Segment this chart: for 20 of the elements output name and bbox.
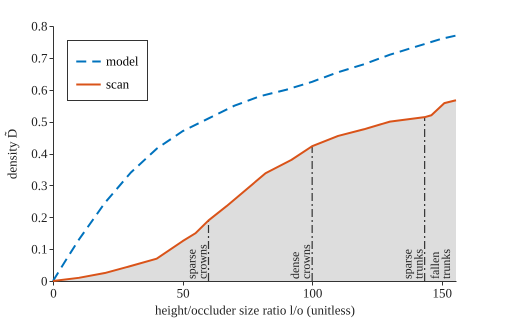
x-tick-label: 150 [432, 286, 452, 300]
x-tick-label: 100 [302, 286, 322, 300]
ref-line-label: sparse crowns [184, 244, 210, 279]
y-tick-label: 0 [41, 274, 48, 288]
ref-line-label: dense crowns [288, 244, 314, 279]
y-tick-label: 0.8 [31, 18, 48, 34]
y-tick-label: 0.3 [31, 178, 48, 193]
ref-line-label: sparse trunks [400, 248, 426, 279]
legend-label: scan [106, 76, 130, 92]
y-tick-label: 0.7 [31, 50, 48, 66]
y-axis-title: density D̃ [4, 128, 20, 180]
y-tick-label: 0.1 [31, 242, 48, 257]
x-axis-title: height/occluder size ratio l/o (unitless) [155, 302, 355, 318]
y-tick-label: 0.5 [31, 114, 48, 130]
x-tick-label: 50 [176, 286, 190, 300]
legend-label: model [106, 54, 139, 68]
y-tick-label: 0.4 [31, 146, 48, 161]
annotation: fallen trunks [428, 248, 453, 279]
y-tick-label: 0.6 [31, 82, 48, 98]
y-tick-label: 0.2 [31, 210, 48, 225]
